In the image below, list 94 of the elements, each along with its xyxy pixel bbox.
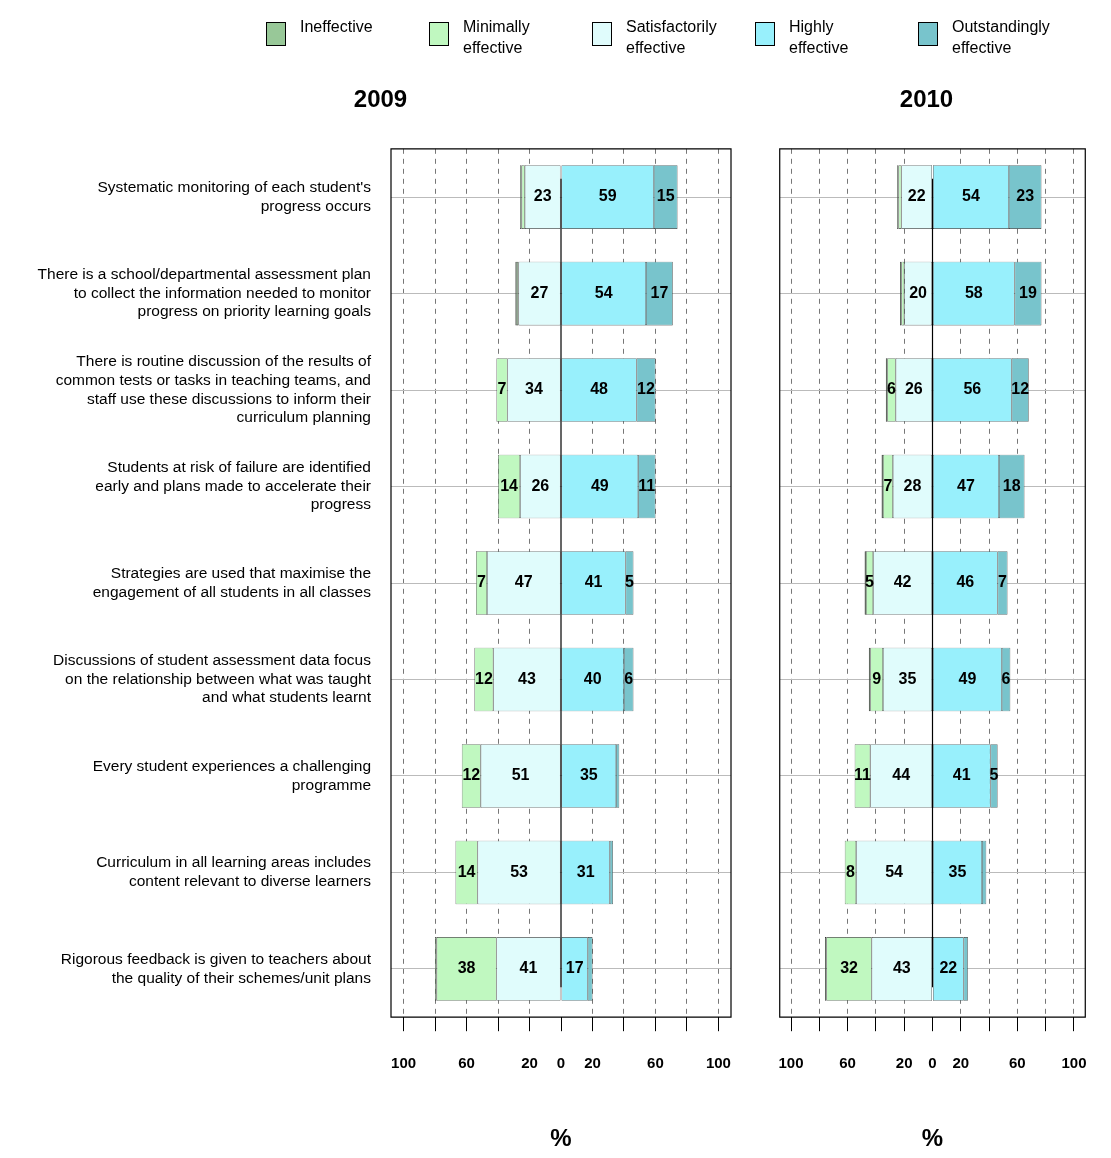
data-label: 41	[952, 766, 971, 784]
legend-label: Highly effective	[789, 17, 850, 58]
data-label: 40	[583, 669, 602, 687]
data-label: 6	[887, 380, 897, 398]
data-label: 22	[939, 959, 958, 977]
data-label: 42	[893, 573, 912, 591]
data-label: 5	[989, 766, 999, 784]
x-axis-title: %	[550, 1124, 572, 1152]
data-label: 7	[477, 573, 487, 591]
data-label: 54	[962, 187, 980, 205]
data-label: 41	[584, 573, 603, 591]
data-label: 31	[576, 862, 595, 880]
data-label: 26	[904, 380, 923, 398]
data-label: 7	[497, 380, 507, 398]
data-label: 7	[998, 573, 1008, 591]
data-label: 14	[457, 862, 476, 880]
legend-label: Outstandingly effective	[952, 17, 1050, 58]
data-label: 43	[892, 959, 911, 977]
data-label: 54	[594, 283, 613, 301]
data-label: 48	[590, 380, 609, 398]
x-tick-label: 100	[1061, 1054, 1087, 1072]
data-label: 12	[474, 669, 493, 687]
x-tick-label: 20	[521, 1054, 538, 1072]
y-tick-label: Every student experiences a challenging programme	[92, 756, 371, 793]
data-label: 27	[530, 283, 549, 301]
data-label: 32	[840, 959, 859, 977]
y-tick-label: Students at risk of failure are identified early and plans made to accelerate their progress	[95, 458, 372, 513]
data-label: 38	[457, 959, 476, 977]
x-tick-label: 20	[584, 1054, 601, 1072]
data-label: 53	[510, 862, 529, 880]
y-tick-label: Systematic monitoring of each student's progress occurs	[97, 178, 372, 214]
y-tick-label: Discussions of student assessment data focus on the relationship between what was taught and what students learnt	[53, 651, 372, 706]
legend-label: Satisfactorily effective	[626, 17, 718, 58]
data-label: 22	[907, 187, 926, 205]
legend-label: Ineffective	[300, 17, 374, 37]
data-label: 54	[885, 862, 904, 880]
data-label: 6	[624, 669, 634, 687]
data-label: 14	[500, 476, 519, 494]
data-label: 49	[958, 669, 977, 687]
x-tick-label: 20	[895, 1054, 913, 1072]
y-tick-label: There is routine discussion of the results of common tests or tasks in teaching teams, and staff use these discussions to inform their curriculum planning	[55, 352, 372, 426]
data-label: 6	[1001, 669, 1011, 687]
data-label: 12	[637, 380, 655, 398]
data-label: 58	[964, 283, 983, 301]
data-label: 35	[579, 766, 598, 784]
data-label: 17	[565, 959, 584, 977]
x-tick-label: 100	[391, 1054, 417, 1072]
data-label: 44	[892, 766, 911, 784]
x-tick-label: 60	[647, 1054, 664, 1072]
data-label: 46	[956, 573, 975, 591]
x-tick-label: 20	[952, 1054, 970, 1072]
data-label: 12	[462, 766, 481, 784]
x-tick-label: 100	[705, 1054, 731, 1072]
data-label: 5	[625, 573, 635, 591]
data-label: 17	[650, 283, 669, 301]
data-label: 15	[656, 187, 675, 205]
y-tick-label: Strategies are used that maximise the engagement of all students in all classes	[92, 563, 372, 600]
data-label: 11	[638, 476, 656, 494]
data-label: 20	[909, 283, 928, 301]
data-label: 56	[963, 380, 982, 398]
data-label: 12	[1011, 380, 1030, 398]
data-label: 23	[1016, 187, 1035, 205]
x-tick-label: 0	[556, 1054, 566, 1072]
data-label: 51	[511, 766, 530, 784]
x-tick-label: 60	[839, 1054, 856, 1072]
x-tick-label: 60	[1009, 1054, 1026, 1072]
data-label: 59	[598, 187, 617, 205]
data-label: 41	[519, 959, 538, 977]
data-label: 47	[514, 573, 533, 591]
data-label: 26	[531, 476, 550, 494]
x-tick-label: 60	[458, 1054, 475, 1072]
chart-title: 2009	[353, 85, 408, 113]
data-label: 18	[1002, 476, 1021, 494]
legend-label: Minimally effective	[463, 17, 531, 58]
data-label: 49	[590, 476, 609, 494]
data-label: 35	[898, 669, 917, 687]
x-tick-label: 0	[928, 1054, 937, 1072]
chart-title: 2010	[899, 85, 954, 113]
data-label: 47	[957, 476, 975, 494]
data-label: 11	[854, 766, 872, 784]
x-axis-title: %	[921, 1124, 944, 1152]
data-label: 8	[846, 862, 855, 880]
data-label: 34	[525, 380, 543, 398]
y-tick-label: Curriculum in all learning areas includes content relevant to diverse learners	[96, 853, 372, 890]
x-tick-label: 100	[778, 1054, 804, 1072]
data-label: 35	[948, 862, 967, 880]
data-label: 43	[518, 669, 536, 687]
data-label: 23	[533, 187, 552, 205]
y-tick-label: Rigorous feedback is given to teachers about the quality of their schemes/unit plans	[60, 949, 372, 986]
data-label: 28	[903, 476, 922, 494]
data-label: 7	[883, 476, 893, 494]
data-label: 9	[872, 669, 882, 687]
data-label: 19	[1019, 283, 1037, 301]
y-tick-label: There is a school/departmental assessment plan to collect the information needed to monitor progress on priority learning goals	[37, 265, 372, 320]
